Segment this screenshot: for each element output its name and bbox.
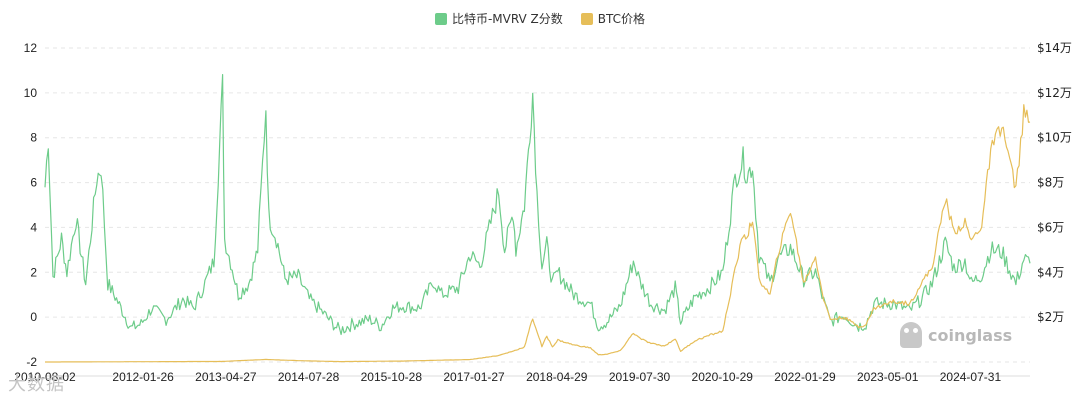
y-right-tick-label: $4万 xyxy=(1037,265,1064,279)
x-tick-label: 2014-07-28 xyxy=(278,370,340,384)
legend-item-mvrv[interactable]: 比特币-MVRV Z分数 xyxy=(434,10,563,27)
y-left-tick-label: 6 xyxy=(30,176,37,190)
y-right-tick-label: $14万 xyxy=(1037,41,1072,55)
legend-label-mvrv: 比特币-MVRV Z分数 xyxy=(451,12,563,26)
x-tick-label: 2020-10-29 xyxy=(692,370,754,384)
legend-label-btc-price: BTC价格 xyxy=(597,12,646,26)
source-caption: 大数据 xyxy=(8,374,65,395)
y-left-tick-label: 12 xyxy=(24,41,38,55)
coinglass-watermark: coinglass xyxy=(900,322,1012,348)
x-tick-label: 2010-08-02 xyxy=(14,370,76,384)
x-tick-label: 2018-04-29 xyxy=(526,370,588,384)
y-right-tick-label: $12万 xyxy=(1037,86,1072,100)
x-tick-label: 2022-01-29 xyxy=(774,370,836,384)
series-line-mvrv xyxy=(44,74,1031,336)
y-right-tick-label: $6万 xyxy=(1037,220,1064,234)
x-tick-label: 2015-10-28 xyxy=(361,370,423,384)
x-tick-label: 2024-07-31 xyxy=(940,370,1002,384)
y-left-tick-label: 10 xyxy=(24,86,38,100)
coinglass-logo-icon xyxy=(900,322,922,348)
legend-swatch-btc-price xyxy=(580,12,593,25)
x-tick-label: 2019-07-30 xyxy=(609,370,671,384)
y-left-tick-label: 4 xyxy=(30,220,37,234)
legend-swatch-mvrv xyxy=(434,12,447,25)
y-right-tick-label: $8万 xyxy=(1037,176,1064,190)
y-left-tick-label: -2 xyxy=(26,355,37,369)
x-tick-label: 2012-01-26 xyxy=(112,370,174,384)
x-tick-label: 2013-04-27 xyxy=(195,370,257,384)
y-right-tick-label: $10万 xyxy=(1037,131,1072,145)
x-tick-label: 2017-01-27 xyxy=(443,370,505,384)
y-right-tick-label: $2万 xyxy=(1037,310,1064,324)
legend: 比特币-MVRV Z分数 BTC价格 xyxy=(0,10,1080,27)
y-left-tick-label: 0 xyxy=(30,310,37,324)
x-tick-label: 2023-05-01 xyxy=(857,370,919,384)
series-line-btc-price xyxy=(45,104,1031,363)
legend-item-btc-price[interactable]: BTC价格 xyxy=(580,10,646,27)
y-left-tick-label: 8 xyxy=(30,131,37,145)
y-left-tick-label: 2 xyxy=(30,265,37,279)
watermark-text: coinglass xyxy=(928,325,1013,345)
